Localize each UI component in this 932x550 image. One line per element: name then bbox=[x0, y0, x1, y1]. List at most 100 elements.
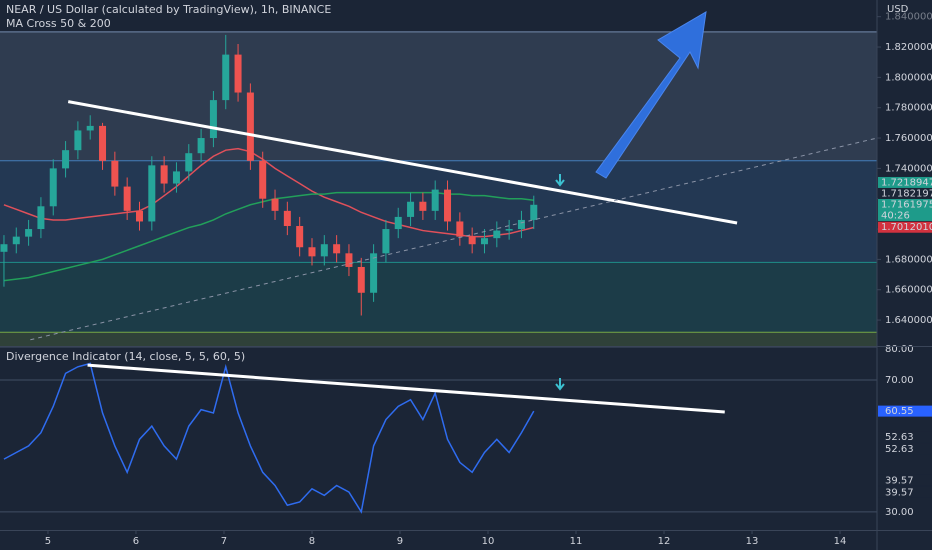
value-tag bbox=[878, 443, 932, 455]
indicator-name: MA Cross 50 & 200 bbox=[6, 17, 111, 30]
y-tick-label: 1.80000000 bbox=[885, 72, 932, 83]
candle-body bbox=[222, 54, 230, 101]
candle-body bbox=[49, 168, 57, 207]
candle-body bbox=[320, 244, 328, 257]
y-tick-label: 1.66000000 bbox=[885, 285, 932, 296]
up-arrow-drawing bbox=[595, 11, 707, 179]
price-tag bbox=[878, 198, 932, 221]
x-tick-label: 7 bbox=[221, 536, 227, 547]
candle-body bbox=[333, 244, 341, 254]
x-tick-label: 9 bbox=[397, 536, 403, 547]
value-tag bbox=[878, 405, 932, 417]
y-tick-label: 1.82000000 bbox=[885, 42, 932, 53]
value-tag bbox=[878, 474, 932, 486]
price-tag-label: 1.72189472 bbox=[881, 177, 932, 188]
candle-body bbox=[308, 247, 316, 257]
zone bbox=[0, 160, 877, 263]
symbol-title: NEAR / US Dollar (calculated by TradingV… bbox=[6, 3, 331, 16]
y-tick-label: 1.76000000 bbox=[885, 133, 932, 144]
down-marker bbox=[555, 378, 565, 391]
trendline bbox=[67, 100, 738, 225]
value-tag-label: 52.63 bbox=[885, 432, 914, 443]
candle-body bbox=[160, 165, 168, 184]
candle-body bbox=[444, 189, 452, 222]
candle-body bbox=[296, 226, 304, 248]
price-tag bbox=[878, 221, 932, 233]
price-tag-label: 1.71619750 bbox=[881, 199, 932, 210]
y-tick-label: 30.00 bbox=[885, 507, 914, 518]
candle-body bbox=[209, 100, 217, 139]
x-tick-label: 11 bbox=[570, 536, 583, 547]
x-tick-label: 8 bbox=[309, 536, 315, 547]
y-tick-label: 1.68000000 bbox=[885, 254, 932, 265]
x-tick-label: 13 bbox=[746, 536, 759, 547]
value-tag-label: 39.57 bbox=[885, 475, 914, 486]
x-tick-label: 5 bbox=[45, 536, 51, 547]
zone bbox=[0, 332, 877, 346]
x-tick-label: 6 bbox=[133, 536, 139, 547]
candle-body bbox=[357, 266, 365, 293]
candle-body bbox=[62, 150, 70, 169]
price-pane bbox=[0, 31, 877, 346]
candle-body bbox=[419, 201, 427, 211]
candle-body bbox=[283, 210, 291, 227]
candle-body bbox=[271, 198, 279, 211]
currency: USD bbox=[887, 4, 909, 15]
candle-body bbox=[197, 138, 205, 154]
down-marker bbox=[555, 174, 565, 187]
candle-body bbox=[86, 125, 94, 131]
value-tag bbox=[878, 431, 932, 443]
candle-body bbox=[148, 165, 156, 222]
candle-body bbox=[12, 236, 20, 245]
y-tick-label: 1.78000000 bbox=[885, 103, 932, 114]
y-tick-label: 1.64000000 bbox=[885, 315, 932, 326]
value-tag bbox=[878, 486, 932, 498]
x-tick-label: 10 bbox=[482, 536, 495, 547]
candle-body bbox=[407, 201, 415, 217]
y-tick-label: 1.74000000 bbox=[885, 163, 932, 174]
candle-body bbox=[517, 219, 525, 230]
price-tag-label: 1.70120104 bbox=[881, 222, 932, 233]
value-tag-label: 60.55 bbox=[885, 406, 914, 417]
candle-body bbox=[468, 236, 476, 245]
candle-body bbox=[382, 229, 390, 254]
candle-body bbox=[530, 204, 538, 220]
candle-body bbox=[185, 153, 193, 172]
indicator-title: Divergence Indicator (14, close, 5, 5, 6… bbox=[6, 350, 245, 363]
x-tick-label: 12 bbox=[658, 536, 671, 547]
candle-body bbox=[345, 253, 353, 267]
candle-body bbox=[25, 229, 33, 237]
trendline bbox=[87, 363, 725, 414]
candle-body bbox=[111, 160, 119, 187]
y-tick-label: 70.00 bbox=[885, 375, 914, 386]
value-tag-label: 39.57 bbox=[885, 487, 914, 498]
candle-body bbox=[493, 230, 501, 239]
price-tag bbox=[878, 176, 932, 188]
indicator-pane bbox=[0, 347, 877, 514]
y-tick-label: 1.84000000 bbox=[885, 12, 932, 23]
x-tick-label: 14 bbox=[834, 536, 847, 547]
candle-body bbox=[234, 54, 242, 93]
countdown: 40:26 bbox=[881, 210, 910, 221]
candle-body bbox=[394, 216, 402, 230]
y-tick-label: 80.00 bbox=[885, 344, 914, 355]
candle-body bbox=[172, 171, 180, 184]
candle-body bbox=[99, 125, 107, 161]
price-tag bbox=[878, 187, 932, 199]
candle-body bbox=[259, 160, 267, 199]
candle-body bbox=[246, 92, 254, 161]
candle-body bbox=[505, 229, 513, 231]
zone bbox=[0, 31, 877, 161]
moving-average bbox=[3, 147, 534, 238]
candle-body bbox=[74, 130, 82, 151]
indicator-line bbox=[3, 362, 535, 514]
trendline bbox=[30, 137, 877, 341]
price-tag-label: 1.71821975 bbox=[881, 188, 932, 199]
candle-body bbox=[0, 244, 8, 252]
value-tag-label: 52.63 bbox=[885, 444, 914, 455]
candle-body bbox=[370, 253, 378, 293]
axes: 1.640000001.660000001.680000001.70000000… bbox=[45, 12, 932, 547]
candle-body bbox=[123, 186, 131, 211]
